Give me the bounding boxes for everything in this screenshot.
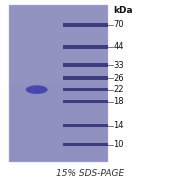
Text: 18: 18 — [113, 97, 124, 106]
Bar — [63, 64, 108, 67]
Bar — [63, 23, 108, 27]
Text: 15% SDS-PAGE: 15% SDS-PAGE — [56, 169, 124, 178]
Bar — [63, 100, 108, 103]
Bar — [63, 124, 108, 127]
Text: 44: 44 — [113, 42, 124, 51]
Text: 26: 26 — [113, 74, 124, 83]
Bar — [63, 45, 108, 49]
Bar — [63, 143, 108, 147]
Text: 33: 33 — [113, 61, 124, 70]
Ellipse shape — [26, 85, 48, 94]
Text: kDa: kDa — [113, 6, 133, 15]
Text: 70: 70 — [113, 21, 124, 30]
Text: 22: 22 — [113, 85, 124, 94]
Text: 10: 10 — [113, 140, 124, 149]
Bar — [9, 5, 108, 162]
Bar — [63, 88, 108, 91]
Bar — [9, 5, 108, 84]
Bar — [63, 76, 108, 80]
Text: 14: 14 — [113, 121, 124, 130]
